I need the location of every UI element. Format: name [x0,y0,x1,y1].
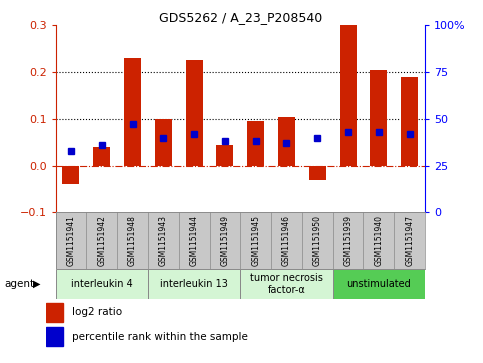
Text: GSM1151943: GSM1151943 [159,215,168,266]
Bar [216,144,233,166]
Text: GSM1151942: GSM1151942 [97,215,106,266]
Bar [370,70,387,166]
Bar [56,269,148,299]
Text: GSM1151939: GSM1151939 [343,215,353,266]
Text: interleukin 13: interleukin 13 [160,279,228,289]
Text: unstimulated: unstimulated [346,279,411,289]
Bar [46,327,63,346]
Text: agent: agent [5,279,35,289]
Text: GSM1151941: GSM1151941 [67,215,75,266]
Bar [124,58,141,166]
Text: GSM1151950: GSM1151950 [313,215,322,266]
Bar [62,166,79,184]
Text: GSM1151949: GSM1151949 [220,215,229,266]
Text: GSM1151945: GSM1151945 [251,215,260,266]
Text: ▶: ▶ [32,279,40,289]
Bar [155,119,172,166]
Text: GSM1151946: GSM1151946 [282,215,291,266]
Bar [240,269,333,299]
Bar [185,61,202,166]
Text: percentile rank within the sample: percentile rank within the sample [72,332,248,342]
Bar [148,269,241,299]
Text: GSM1151944: GSM1151944 [190,215,199,266]
Bar [309,166,326,180]
Title: GDS5262 / A_23_P208540: GDS5262 / A_23_P208540 [159,11,322,24]
Text: log2 ratio: log2 ratio [72,307,123,317]
Bar [247,121,264,166]
Bar [278,117,295,166]
Text: GSM1151940: GSM1151940 [374,215,384,266]
Text: GSM1151948: GSM1151948 [128,215,137,266]
Bar [401,77,418,166]
Bar [93,147,110,166]
Text: interleukin 4: interleukin 4 [71,279,133,289]
Text: GSM1151947: GSM1151947 [405,215,414,266]
Text: tumor necrosis
factor-α: tumor necrosis factor-α [250,273,323,295]
Bar [333,269,425,299]
Bar [340,25,356,166]
Bar [46,303,63,322]
